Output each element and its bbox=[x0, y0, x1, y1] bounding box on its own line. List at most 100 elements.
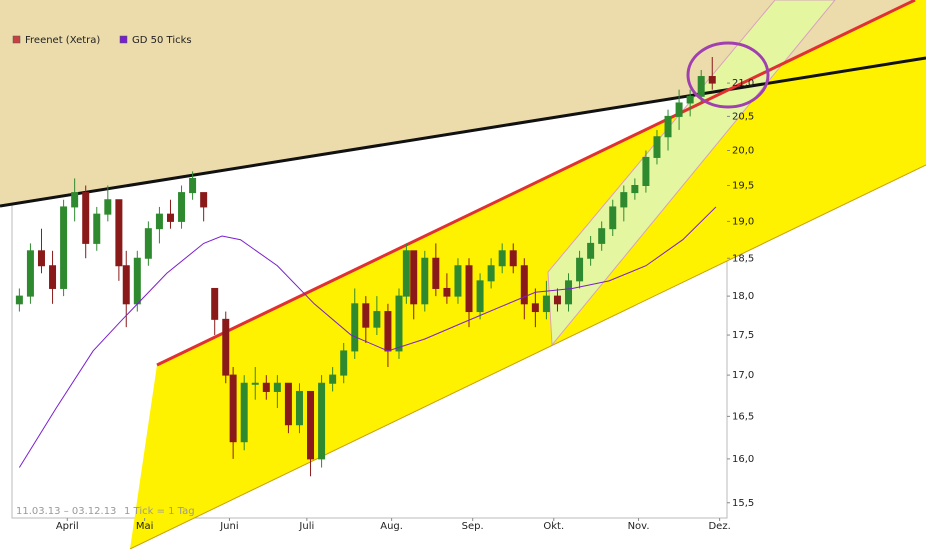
candle-body bbox=[498, 250, 506, 267]
candle-body bbox=[476, 280, 484, 313]
candle-body bbox=[15, 295, 23, 305]
legend-label: Freenet (Xetra) bbox=[25, 35, 100, 46]
candle-body bbox=[178, 192, 186, 222]
candle-body bbox=[200, 192, 208, 208]
candle-body bbox=[144, 228, 152, 259]
candle-body bbox=[697, 76, 705, 97]
candle-body bbox=[675, 102, 683, 117]
candle-body bbox=[664, 115, 672, 138]
x-tick-label: Dez. bbox=[708, 521, 730, 532]
candle-body bbox=[71, 192, 79, 208]
y-tick-label: 18,5 bbox=[732, 253, 754, 264]
candle-body bbox=[93, 213, 101, 244]
candle-body bbox=[631, 184, 639, 194]
candle-body bbox=[384, 311, 392, 352]
y-tick-label: 16,5 bbox=[732, 411, 754, 422]
candle-body bbox=[402, 250, 410, 297]
y-tick-label: 16,0 bbox=[732, 454, 754, 465]
x-tick-label: Okt. bbox=[543, 521, 564, 532]
candle-body bbox=[653, 136, 661, 158]
candle-body bbox=[229, 374, 237, 443]
y-tick-label: 17,0 bbox=[732, 370, 754, 381]
y-tick-label: 19,5 bbox=[732, 180, 754, 191]
x-tick-label: April bbox=[56, 521, 79, 532]
candle-body bbox=[307, 390, 315, 460]
candle-body bbox=[104, 199, 112, 215]
candle-body bbox=[37, 250, 45, 267]
candle-body bbox=[620, 192, 628, 208]
candle-body bbox=[189, 177, 197, 194]
candle-body bbox=[26, 250, 34, 297]
candle-body bbox=[553, 295, 561, 305]
candle-body bbox=[166, 213, 174, 222]
y-tick-label: 20,0 bbox=[732, 146, 754, 157]
candle-body bbox=[531, 303, 539, 313]
trend-line bbox=[156, 0, 916, 367]
y-tick-label: 20,5 bbox=[732, 111, 754, 122]
candle-body bbox=[421, 257, 429, 305]
date-range: 11.03.13 – 03.12.13 bbox=[16, 506, 116, 517]
candle-body bbox=[155, 213, 163, 230]
x-tick-label: Aug. bbox=[380, 521, 403, 532]
candle-body bbox=[542, 295, 550, 313]
x-tick-label: Juli bbox=[298, 521, 314, 532]
candle-body bbox=[295, 390, 303, 426]
x-tick-label: Sep. bbox=[462, 521, 484, 532]
candle-body bbox=[576, 257, 584, 282]
candle-body bbox=[487, 265, 495, 282]
y-tick-label: 19,0 bbox=[732, 216, 754, 227]
candle-body bbox=[373, 311, 381, 328]
candle-body bbox=[362, 303, 370, 328]
candle-body bbox=[60, 206, 68, 289]
trend-channel bbox=[130, 0, 926, 549]
support-line bbox=[129, 164, 926, 550]
candle-body bbox=[465, 265, 473, 313]
candle-body bbox=[351, 303, 359, 352]
candle-body bbox=[708, 76, 716, 84]
candle-body bbox=[598, 228, 606, 244]
candle-body bbox=[211, 287, 219, 320]
candle-body bbox=[273, 382, 281, 392]
candle-body bbox=[115, 199, 123, 267]
legend-swatch bbox=[119, 35, 128, 44]
moving-average bbox=[18, 206, 717, 468]
candle-body bbox=[240, 382, 248, 443]
y-tick-label: 17,5 bbox=[732, 330, 754, 341]
y-tick-label: 21,0 bbox=[732, 78, 754, 89]
candle-body bbox=[642, 156, 650, 186]
candle-body bbox=[609, 206, 617, 230]
candle-body bbox=[122, 265, 130, 305]
candle-body bbox=[329, 374, 337, 384]
candle-body bbox=[133, 257, 141, 305]
x-tick-label: Mai bbox=[136, 521, 154, 532]
x-tick-label: Nov. bbox=[628, 521, 650, 532]
x-tick-label: Juni bbox=[219, 521, 238, 532]
highlight-circle bbox=[686, 41, 770, 109]
candle-body bbox=[251, 382, 259, 385]
resistance-line bbox=[0, 56, 926, 208]
candle-body bbox=[587, 242, 595, 259]
legend-swatch bbox=[12, 35, 21, 44]
candle-body bbox=[565, 280, 573, 305]
candle-body bbox=[340, 350, 348, 376]
candle-body bbox=[318, 382, 326, 460]
candle-body bbox=[262, 382, 270, 392]
candle-body bbox=[443, 287, 451, 297]
candle-body bbox=[49, 265, 57, 289]
candle-body bbox=[82, 192, 90, 244]
candle-body bbox=[432, 257, 440, 289]
candle-body bbox=[395, 295, 403, 352]
legend-label: GD 50 Ticks bbox=[132, 35, 192, 46]
candle-body bbox=[509, 250, 517, 267]
candle-body bbox=[410, 250, 418, 305]
candle-body bbox=[222, 318, 230, 376]
candle-body bbox=[454, 265, 462, 297]
resistance-zone bbox=[0, 0, 926, 206]
y-tick-label: 15,5 bbox=[732, 498, 754, 509]
y-tick-label: 18,0 bbox=[732, 291, 754, 302]
marks bbox=[15, 57, 717, 477]
tick-note: 1 Tick = 1 Tag bbox=[124, 506, 195, 517]
candle-body bbox=[520, 265, 528, 305]
